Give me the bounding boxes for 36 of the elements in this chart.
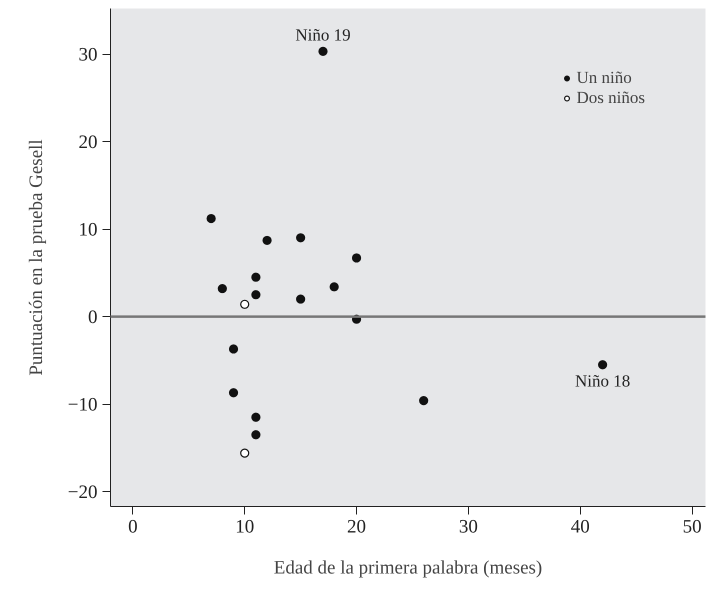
point bbox=[228, 388, 238, 398]
y-tick-label: 30 bbox=[78, 44, 98, 66]
legend-label: Dos niños bbox=[576, 88, 645, 108]
point bbox=[206, 214, 216, 224]
x-tick-label: 30 bbox=[458, 516, 478, 538]
y-tick-label: 10 bbox=[78, 220, 98, 241]
point bbox=[296, 233, 306, 242]
x-tick-label: 40 bbox=[570, 516, 590, 538]
point bbox=[228, 344, 238, 354]
point bbox=[330, 282, 339, 292]
point bbox=[251, 412, 260, 422]
y-axis-title: Puntuación en la prueba Gesell bbox=[26, 139, 47, 376]
point bbox=[251, 272, 260, 282]
point bbox=[352, 253, 362, 263]
point bbox=[419, 396, 428, 406]
point bbox=[251, 430, 260, 440]
point bbox=[251, 290, 260, 300]
point bbox=[240, 300, 250, 309]
legend-label: Un niño bbox=[576, 68, 632, 88]
point bbox=[218, 284, 227, 294]
y-tick-label: −10 bbox=[68, 394, 98, 416]
y-tick-label: 20 bbox=[78, 132, 98, 154]
point bbox=[296, 294, 306, 304]
point bbox=[598, 360, 608, 370]
x-axis-title: Edad de la primera palabra (meses) bbox=[274, 558, 542, 578]
point bbox=[318, 46, 328, 56]
point bbox=[240, 448, 250, 458]
point bbox=[262, 236, 272, 246]
y-tick-label: −20 bbox=[68, 482, 98, 504]
annotation: Niño 18 bbox=[574, 372, 630, 391]
y-tick-label: 0 bbox=[88, 307, 98, 328]
x-tick-label: 50 bbox=[682, 516, 702, 538]
x-tick-label: 0 bbox=[128, 516, 138, 538]
annotation: Niño 19 bbox=[295, 25, 351, 44]
x-tick-label: 20 bbox=[347, 516, 366, 538]
x-tick-label: 10 bbox=[235, 516, 254, 538]
